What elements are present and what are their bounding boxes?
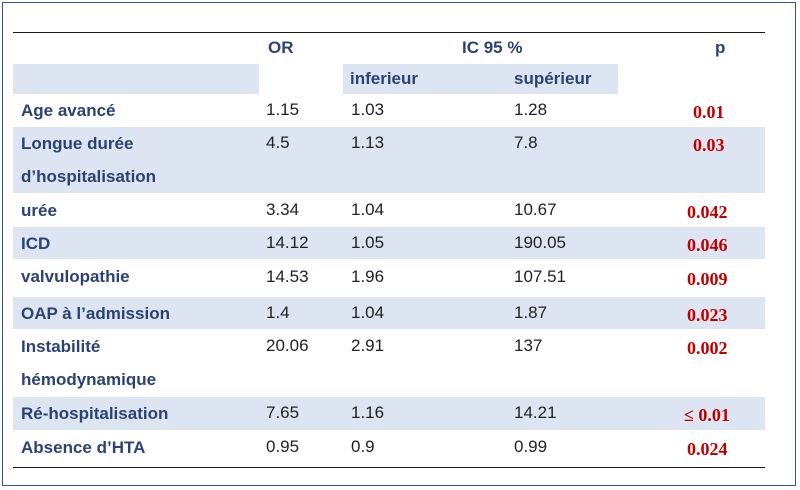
row-inf: 1.03 <box>351 100 385 119</box>
row-p: 0.024 <box>687 439 728 459</box>
row-label: Instabilité hémodynamique <box>21 337 157 389</box>
header-p: p <box>715 38 726 57</box>
row-label: Absence d’HTA <box>21 438 146 457</box>
row-label: Longue durée d’hospitalisation <box>21 134 157 186</box>
row-label: Age avancé <box>21 101 116 120</box>
row-or: 1.4 <box>266 303 290 322</box>
row-label: ICD <box>21 234 51 253</box>
row-or: 14.53 <box>266 267 309 286</box>
table-row: Absence d’HTA 0.95 0.9 0.99 0.024 <box>13 431 765 465</box>
row-p: 0.009 <box>687 269 728 289</box>
row-or: 20.06 <box>266 336 309 355</box>
row-sup: 10.67 <box>514 200 557 219</box>
row-sup: 7.8 <box>514 133 538 152</box>
row-sup: 14.21 <box>514 403 557 422</box>
table-row: ICD 14.12 1.05 190.05 0.046 <box>13 227 765 259</box>
row-label: Ré-hospitalisation <box>21 404 169 423</box>
row-p: ≤ 0.01 <box>684 405 730 425</box>
row-p: 0.046 <box>687 235 728 255</box>
row-sup: 137 <box>514 336 543 355</box>
row-inf: 1.13 <box>351 133 385 152</box>
table-row: Age avancé 1.15 1.03 1.28 0.01 <box>13 94 765 126</box>
header-row: OR IC 95 % p <box>13 34 765 62</box>
table-row: Ré-hospitalisation 7.65 1.16 14.21 ≤ 0.0… <box>13 397 765 430</box>
row-label: OAP à l’admission <box>21 304 170 323</box>
row-inf: 1.04 <box>351 303 385 322</box>
table-row: Instabilité hémodynamique 20.06 2.91 137… <box>13 330 765 396</box>
row-inf: 0.9 <box>351 437 375 456</box>
row-p: 0.042 <box>687 202 728 222</box>
row-p: 0.023 <box>687 305 728 325</box>
row-inf: 2.91 <box>351 336 385 355</box>
row-label: urée <box>21 201 57 220</box>
row-p: 0.01 <box>693 102 725 122</box>
row-inf: 1.04 <box>351 200 385 219</box>
row-or: 4.5 <box>266 133 290 152</box>
row-inf: 1.16 <box>351 403 385 422</box>
row-or: 3.34 <box>266 200 300 219</box>
row-label: valvulopathie <box>21 267 130 286</box>
table-row: urée 3.34 1.04 10.67 0.042 <box>13 194 765 226</box>
subheader-shade-mid <box>343 64 618 94</box>
row-inf: 1.96 <box>351 267 385 286</box>
subheader-row: inferieur supérieur <box>13 64 765 94</box>
header-or: OR <box>268 38 294 57</box>
table-row: Longue durée d’hospitalisation 4.5 1.13 … <box>13 127 765 193</box>
row-inf: 1.05 <box>351 233 385 252</box>
row-or: 0.95 <box>266 437 300 456</box>
row-or: 7.65 <box>266 403 300 422</box>
table-bottom-rule <box>13 467 765 468</box>
header-superieur: supérieur <box>514 69 592 88</box>
row-or: 14.12 <box>266 233 309 252</box>
row-sup: 1.87 <box>514 303 548 322</box>
header-inferieur: inferieur <box>350 69 419 88</box>
row-sup: 1.28 <box>514 100 548 119</box>
table-row: OAP à l’admission 1.4 1.04 1.87 0.023 <box>13 297 765 329</box>
row-sup: 107.51 <box>514 267 566 286</box>
row-or: 1.15 <box>266 100 300 119</box>
row-p: 0.002 <box>687 338 728 358</box>
header-ic: IC 95 % <box>462 38 523 57</box>
table-top-rule <box>13 32 765 33</box>
row-sup: 0.99 <box>514 437 548 456</box>
table-row: valvulopathie 14.53 1.96 107.51 0.009 <box>13 260 765 296</box>
row-p: 0.03 <box>693 135 725 155</box>
subheader-shade-left <box>13 64 259 94</box>
row-sup: 190.05 <box>514 233 566 252</box>
